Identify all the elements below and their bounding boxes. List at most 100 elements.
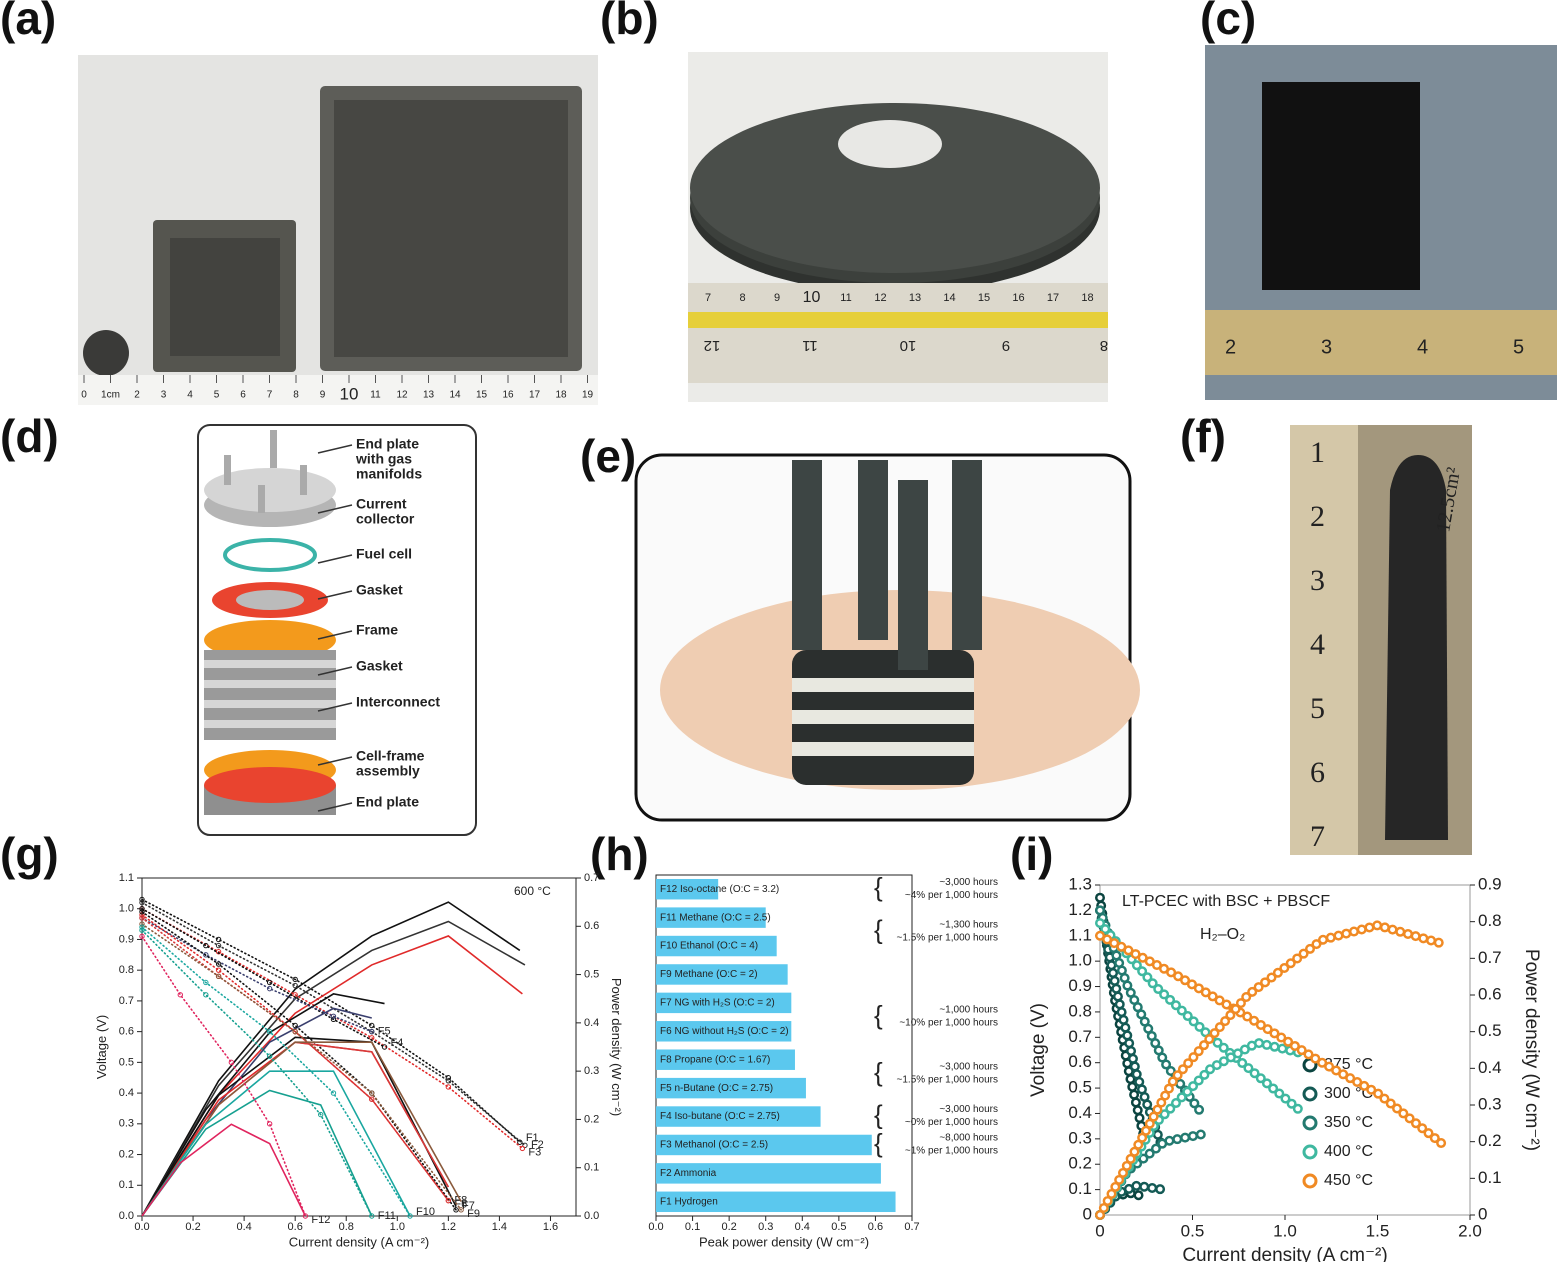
y-tick-label: 0.3 <box>1068 1128 1092 1147</box>
x-tick-label: 0.2 <box>185 1221 200 1233</box>
curve-inner <box>1097 907 1164 1147</box>
y-tick-label: 0.8 <box>119 964 134 976</box>
ruler-label: 14 <box>943 292 955 304</box>
ruler-label: 8 <box>1100 337 1108 354</box>
voltage-point <box>215 967 222 973</box>
voltage-point <box>302 1213 309 1219</box>
ruler <box>688 283 1108 383</box>
diagram-label: with gas <box>355 451 412 467</box>
annotation: ~3,000 hours <box>939 1104 998 1115</box>
ruler-label: 4 <box>1310 628 1325 661</box>
annotation: ~8,000 hours <box>939 1133 998 1144</box>
voltage-curve <box>141 901 526 1147</box>
voltage-curve <box>141 917 450 1202</box>
ruler-label: 3 <box>1321 336 1332 358</box>
y-tick-label: 0.7 <box>1068 1027 1092 1046</box>
voltage-point <box>292 982 298 989</box>
diagram-label: Gasket <box>356 658 403 674</box>
y2-tick-label: 0.0 <box>584 1210 599 1222</box>
series-label: F12 <box>311 1214 330 1226</box>
y-tick-label: 0.1 <box>119 1179 134 1191</box>
voltage-point <box>203 952 209 958</box>
ruler-label: 6 <box>1310 756 1325 789</box>
y-tick-label: 0.0 <box>119 1210 134 1222</box>
x-tick-label: 0.1 <box>685 1221 700 1233</box>
category-label: F12 Iso-octane (O:C = 3.2) <box>660 884 779 895</box>
voltage-point <box>139 921 145 927</box>
ruler-label: 12 <box>704 337 721 354</box>
voltage-curve <box>141 898 521 1144</box>
y2-tick-label: 0.2 <box>584 1113 599 1125</box>
power-curve <box>141 1041 450 1217</box>
legend-label: 450 °C <box>1324 1172 1373 1189</box>
voltage-point <box>228 1059 235 1066</box>
brace: { <box>874 1000 883 1030</box>
voltage-point <box>139 924 145 930</box>
y2-tick-label: 0.1 <box>584 1162 599 1174</box>
y2-tick-label: 0.7 <box>1478 948 1502 967</box>
voltage-point <box>445 1078 452 1084</box>
voltage-point <box>318 1111 324 1118</box>
x-tick-label: 1.0 <box>1273 1221 1297 1240</box>
diagram-label: Fuel cell <box>356 546 412 562</box>
ruler-label: 19 <box>582 390 594 401</box>
leader-line <box>317 802 353 812</box>
diagram-label: collector <box>356 511 415 527</box>
series-label: F5 <box>378 1026 391 1038</box>
panel-label: (b) <box>600 0 659 44</box>
brace: { <box>874 915 883 945</box>
voltage-curve <box>141 929 373 1217</box>
x-tick-label: 0.6 <box>868 1221 883 1233</box>
x-tick-label: 0.4 <box>795 1221 810 1233</box>
ruler-label: 11 <box>802 337 818 354</box>
y-tick-label: 0.5 <box>119 1056 134 1068</box>
y2-axis-label: Power density (W cm⁻²) <box>609 978 624 1116</box>
voltage-point <box>407 1213 413 1219</box>
voltage-point <box>453 1207 459 1213</box>
x-tick-label: 2.0 <box>1458 1221 1482 1240</box>
voltage-point <box>266 1121 273 1127</box>
category-label: F7 NG with H₂S (O:C = 2) <box>660 998 775 1009</box>
ruler-label: 4 <box>187 390 193 401</box>
ruler-label: 18 <box>555 390 567 401</box>
annotation: ~1.5% per 1,000 hours <box>897 1075 998 1086</box>
voltage-point <box>330 1016 337 1023</box>
x-tick-label: 0.6 <box>288 1221 303 1233</box>
plot-frame <box>141 877 577 1217</box>
stack-ring <box>792 710 974 724</box>
panel-label: (g) <box>0 828 59 880</box>
diagram-label: Cell-frame <box>356 748 425 764</box>
x-tick-label: 1.0 <box>390 1221 405 1233</box>
power-curve <box>141 920 526 1217</box>
annotation: ~3,000 hours <box>939 877 998 888</box>
voltage-curve <box>141 911 457 1211</box>
ruler <box>78 375 598 405</box>
voltage-point <box>203 942 209 949</box>
voltage-point <box>203 992 209 998</box>
category-label: F10 Ethanol (O:C = 4) <box>660 941 758 952</box>
y-tick-label: 1.0 <box>1068 951 1092 970</box>
legend-label: 400 °C <box>1324 1143 1373 1160</box>
stack-ring <box>792 742 974 756</box>
ruler-label: 7 <box>705 292 711 304</box>
series-label: F10 <box>416 1206 435 1218</box>
voltage-point <box>330 1013 337 1019</box>
ruler-label: 11 <box>370 390 381 401</box>
y2-tick-label: 0.3 <box>584 1065 599 1077</box>
voltage-point <box>266 1028 273 1035</box>
series-label: F9 <box>467 1208 480 1220</box>
y-tick-label: 0.9 <box>119 933 134 945</box>
diagram-label: End plate <box>356 436 419 452</box>
panel-label: (h) <box>590 828 649 880</box>
gas-tubes <box>792 460 982 670</box>
ruler-label: 8 <box>293 390 299 401</box>
bar <box>656 1134 872 1156</box>
voltage-curve <box>1095 930 1448 1149</box>
category-label: F2 Ammonia <box>660 1168 717 1179</box>
annotation: ~4% per 1,000 hours <box>905 890 998 901</box>
y2-tick-label: 0.6 <box>584 920 599 932</box>
y-axis-label: Voltage (V) <box>94 1015 109 1079</box>
x-axis-label: Peak power density (W cm⁻²) <box>699 1235 869 1250</box>
voltage-point <box>369 1028 375 1035</box>
leader-line <box>317 702 353 712</box>
